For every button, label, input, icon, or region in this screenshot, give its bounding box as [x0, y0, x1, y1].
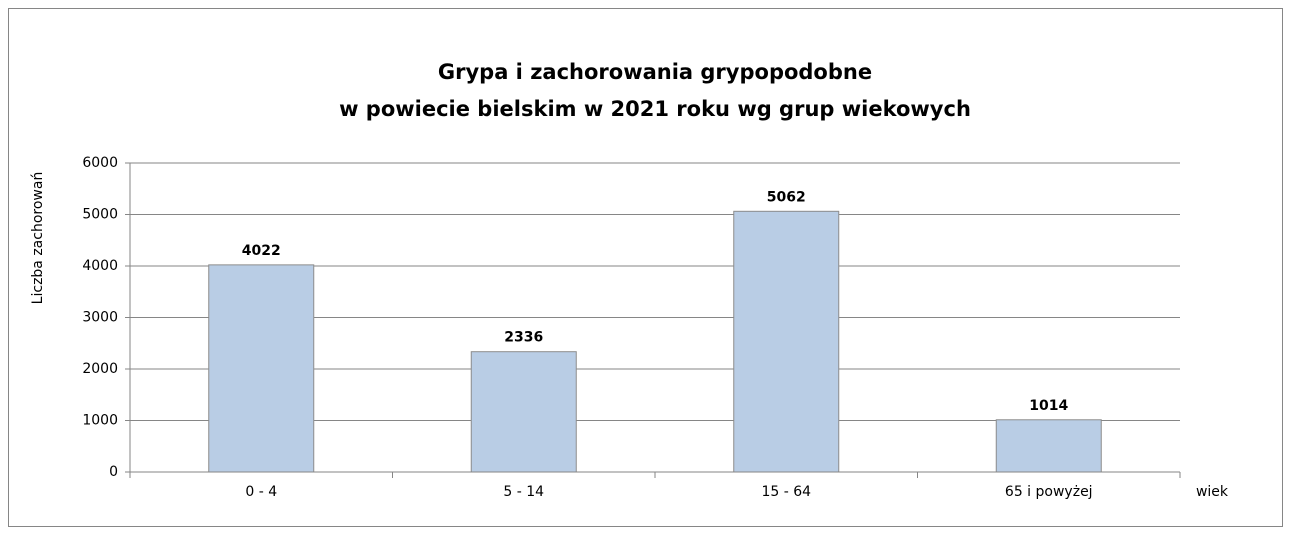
y-axis-label: Liczba zachorowań: [30, 172, 46, 305]
bar: [470, 351, 577, 473]
y-tick-label: 3000: [82, 310, 118, 326]
y-tick-label: 4000: [82, 258, 118, 274]
data-label: 2336: [504, 330, 543, 346]
x-tick-label: 15 - 64: [761, 484, 811, 500]
bar: [733, 210, 840, 473]
bar: [208, 264, 315, 473]
y-tick-label: 1000: [82, 413, 118, 429]
y-tick-label: 5000: [82, 207, 118, 223]
y-tick-label: 0: [109, 464, 118, 480]
y-tick-label: 6000: [82, 155, 118, 171]
x-tick-label: 5 - 14: [503, 484, 544, 500]
data-label: 4022: [242, 243, 281, 259]
x-axis-label: wiek: [1196, 484, 1229, 500]
chart-title: w powiecie bielskim w 2021 roku wg grup …: [339, 97, 971, 121]
x-tick-label: 65 i powyżej: [1005, 484, 1093, 500]
chart-title: Grypa i zachorowania grypopodobne: [438, 60, 872, 84]
data-label: 5062: [767, 189, 806, 205]
bar: [995, 419, 1102, 473]
x-tick-label: 0 - 4: [245, 484, 277, 500]
data-label: 1014: [1029, 398, 1068, 414]
y-tick-label: 2000: [82, 361, 118, 377]
